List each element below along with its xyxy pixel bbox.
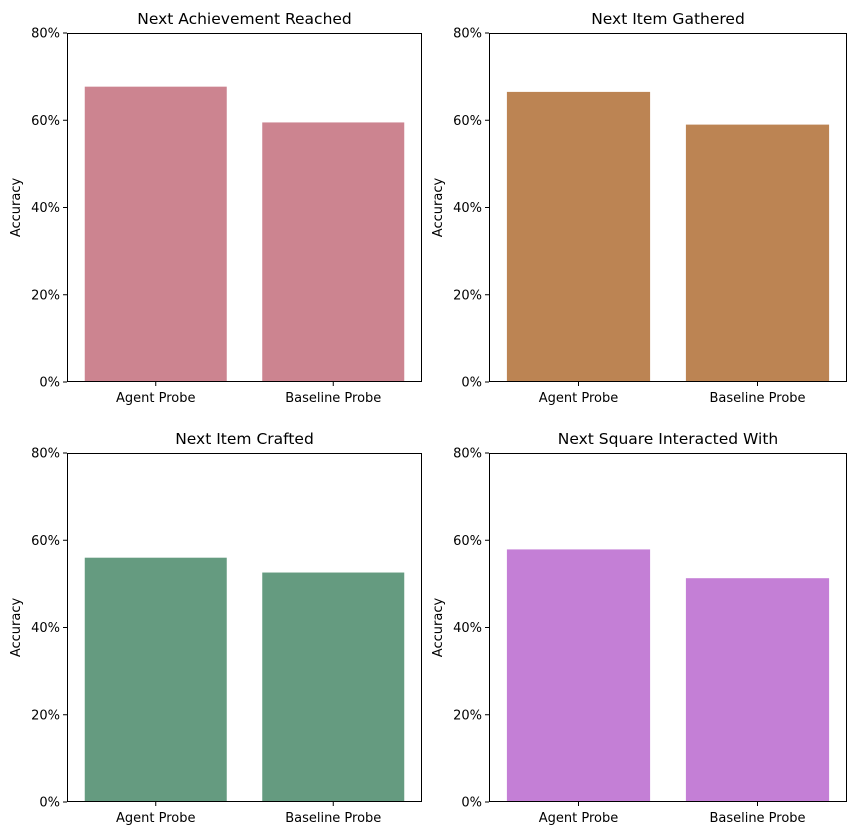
chart-title: Next Item Gathered: [591, 10, 745, 28]
subplot-4: Agent Probe Baseline Probe 0% 20% 40% 60% 80% N…: [431, 430, 847, 826]
y-tick-label: 80%: [31, 27, 60, 42]
y-tick-label: 40%: [31, 621, 60, 636]
y-axis-label: Accuracy: [9, 598, 24, 658]
y-tick-label: 0%: [39, 796, 60, 811]
x-tick-label: Agent Probe: [539, 391, 619, 406]
axes-frame: [67, 33, 422, 382]
y-tick-label: 80%: [31, 447, 60, 462]
y-tick-label: 20%: [453, 288, 482, 303]
subplot-3: Agent Probe Baseline Probe 0% 20% 40% 60% 80% N…: [9, 430, 422, 826]
y-tick-label: 80%: [453, 447, 482, 462]
y-tick-label: 60%: [453, 114, 482, 129]
x-tick-label: Baseline Probe: [709, 391, 805, 406]
y-tick-label: 0%: [461, 796, 482, 811]
x-tick-label: Agent Probe: [116, 811, 196, 826]
y-axis-label: Accuracy: [431, 178, 446, 238]
chart-title: Next Item Crafted: [175, 430, 314, 448]
y-tick-label: 0%: [461, 376, 482, 391]
y-axis-label: Accuracy: [9, 178, 24, 238]
x-tick-label: Baseline Probe: [709, 811, 805, 826]
y-tick-label: 40%: [453, 201, 482, 216]
y-tick-label: 60%: [31, 114, 60, 129]
bar-baseline-probe: [685, 578, 830, 802]
x-tick-label: Agent Probe: [116, 391, 196, 406]
y-tick-label: 20%: [31, 288, 60, 303]
y-tick-label: 60%: [453, 534, 482, 549]
y-tick-label: 20%: [31, 708, 60, 723]
y-tick-label: 0%: [39, 376, 60, 391]
x-tick-label: Agent Probe: [539, 811, 619, 826]
bar-baseline-probe: [262, 572, 405, 802]
bar-agent-probe: [84, 86, 227, 382]
bar-agent-probe: [506, 91, 651, 382]
x-tick-label: Baseline Probe: [285, 391, 381, 406]
y-tick-label: 80%: [453, 27, 482, 42]
y-tick-label: 60%: [31, 534, 60, 549]
chart-title: Next Achievement Reached: [137, 10, 352, 28]
bar-agent-probe: [84, 557, 227, 802]
y-tick-label: 40%: [31, 201, 60, 216]
chart-title: Next Square Interacted With: [558, 430, 779, 448]
y-tick-label: 20%: [453, 708, 482, 723]
axes-frame: [67, 453, 422, 802]
x-tick-label: Baseline Probe: [285, 811, 381, 826]
subplot-1: Agent Probe Baseline Probe 0% 20% 40% 60% 80% N…: [9, 10, 422, 406]
y-tick-label: 40%: [453, 621, 482, 636]
bar-baseline-probe: [262, 122, 405, 383]
axes-frame: [489, 33, 847, 382]
bar-agent-probe: [506, 549, 651, 802]
subplot-2: Agent Probe Baseline Probe 0% 20% 40% 60% 80% N…: [431, 10, 847, 406]
axes-frame: [489, 453, 847, 802]
bar-baseline-probe: [685, 124, 830, 383]
y-axis-label: Accuracy: [431, 598, 446, 658]
